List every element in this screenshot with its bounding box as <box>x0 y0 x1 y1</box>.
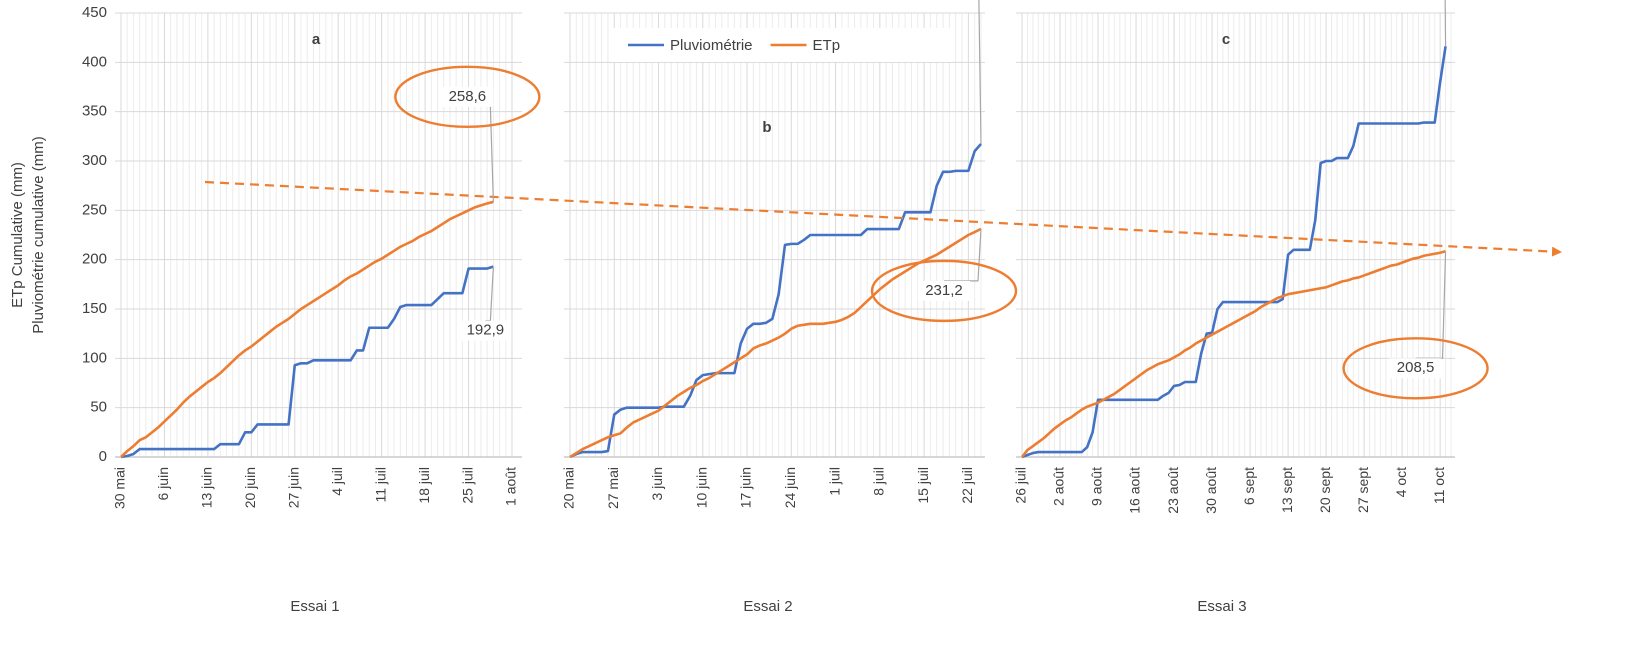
x-tick-label: 17 juin <box>738 467 754 508</box>
y-axis-label: ETp Cumulative (mm) <box>9 162 26 308</box>
y-tick-label: 400 <box>82 53 107 70</box>
y-tick-label: 300 <box>82 152 107 169</box>
x-tick-label: 20 juin <box>242 467 258 508</box>
series-line <box>120 200 494 458</box>
series-line <box>1021 46 1447 459</box>
x-tick-label: 11 oct <box>1431 467 1447 504</box>
y-axis-label: Pluviométrie cumulative (mm) <box>30 136 47 334</box>
x-tick-label: 18 juil <box>416 467 432 504</box>
x-tick-label: 4 juil <box>329 467 345 496</box>
series-line <box>569 143 982 459</box>
x-tick-label: 13 juin <box>199 467 215 508</box>
panel-title: a <box>312 31 321 48</box>
panel-label: Essai 1 <box>290 598 339 615</box>
panel-title: b <box>762 119 771 136</box>
y-tick-label: 100 <box>82 349 107 366</box>
data-label: 192,9 <box>467 322 505 339</box>
highlight-ellipse <box>870 259 1018 323</box>
x-tick-label: 6 juin <box>155 467 171 500</box>
x-tick-label: 26 juil <box>1013 467 1029 504</box>
x-tick-label: 10 juin <box>693 467 709 508</box>
y-tick-label: 150 <box>82 300 107 317</box>
highlight-ellipse <box>394 65 541 129</box>
legend-label: Pluviométrie <box>670 37 753 54</box>
x-tick-label: 22 juil <box>959 467 975 504</box>
y-tick-label: 50 <box>90 399 107 416</box>
legend-label: ETp <box>813 37 841 54</box>
leader-line <box>485 266 494 322</box>
x-tick-label: 25 juil <box>459 467 475 504</box>
x-tick-label: 8 juil <box>871 467 887 496</box>
series-line <box>1020 250 1446 458</box>
x-tick-label: 23 août <box>1165 467 1181 514</box>
y-tick-label: 200 <box>82 251 107 268</box>
data-label: 231,2 <box>925 282 963 299</box>
panel-label: Essai 2 <box>743 598 792 615</box>
x-tick-label: 13 sept <box>1279 467 1295 513</box>
x-tick-label: 1 juil <box>826 467 842 496</box>
highlight-ellipse <box>1342 337 1489 400</box>
y-tick-label: 250 <box>82 201 107 218</box>
leader-line <box>1415 251 1447 359</box>
series-line <box>120 265 494 459</box>
label-bg <box>441 86 494 107</box>
panel-label: Essai 3 <box>1197 598 1246 615</box>
x-tick-label: 27 mai <box>605 467 621 509</box>
y-tick-label: 0 <box>99 448 107 465</box>
trend-arrow <box>204 180 1562 257</box>
x-tick-label: 9 août <box>1089 467 1105 506</box>
y-tick-label: 450 <box>82 4 107 21</box>
x-tick-label: 3 juin <box>649 467 665 500</box>
x-tick-label: 30 mai <box>112 467 128 509</box>
data-label: 208,5 <box>1397 359 1435 376</box>
x-tick-label: 15 juil <box>915 467 931 504</box>
label-bg <box>918 280 970 301</box>
x-tick-label: 11 juil <box>372 467 388 503</box>
x-tick-label: 27 sept <box>1355 467 1371 513</box>
x-tick-label: 24 juin <box>782 467 798 508</box>
data-label: 258,6 <box>449 88 487 105</box>
x-tick-label: 2 août <box>1051 467 1067 506</box>
x-tick-label: 30 août <box>1203 467 1219 514</box>
x-tick-label: 20 sept <box>1317 467 1333 513</box>
series-line <box>569 227 982 459</box>
panel-title: c <box>1222 31 1230 48</box>
x-tick-label: 16 août <box>1127 467 1143 514</box>
x-tick-label: 6 sept <box>1241 467 1257 505</box>
label-bg <box>459 320 512 341</box>
x-tick-label: 1 août <box>503 467 519 506</box>
leader-line <box>978 0 982 144</box>
label-bg <box>1389 358 1442 379</box>
x-tick-label: 27 juin <box>285 467 301 508</box>
plot: 30 mai 6 juin 13 juin 20 juin 27 juin 4 juil 1… <box>9 4 1447 514</box>
grid <box>115 12 1455 458</box>
y-tick-label: 350 <box>82 103 107 120</box>
x-tick-label: 4 oct <box>1393 467 1409 497</box>
x-tick-label: 20 mai <box>561 467 577 509</box>
